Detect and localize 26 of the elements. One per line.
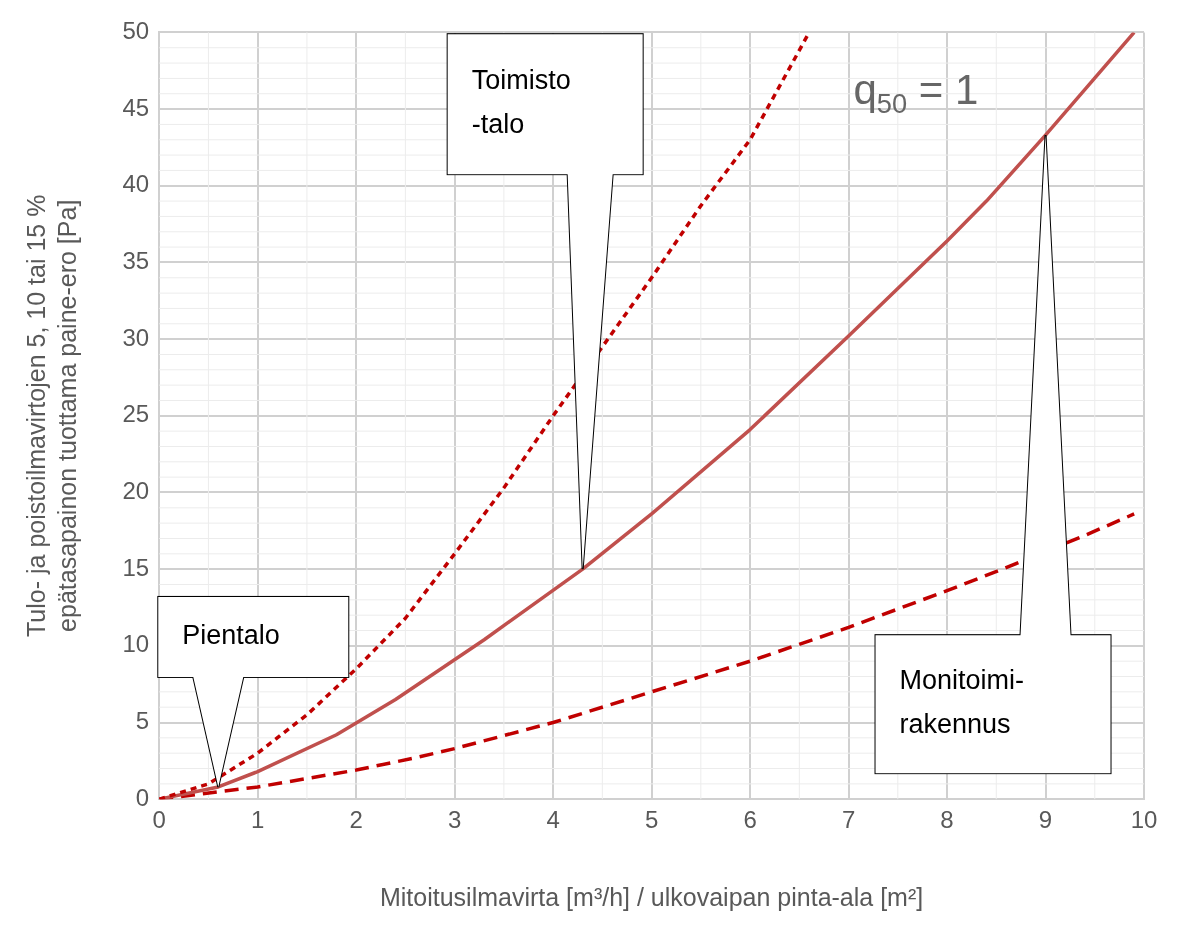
x-tick-label: 7 (841, 806, 856, 834)
y-tick-label: 25 (122, 400, 150, 428)
x-tick-label: 1 (251, 806, 265, 834)
y-tick-label: 35 (122, 247, 150, 275)
y-tick-label: 50 (122, 17, 150, 45)
x-tick-label: 9 (1038, 806, 1053, 834)
x-tick-label: 5 (644, 806, 659, 834)
x-axis-title: Mitoitusilmavirta [m³/h] / ulkovaipan pinta-ala [m²] (379, 882, 924, 911)
x-tick-label: 2 (349, 806, 363, 834)
x-tick-label: 10 (1130, 806, 1158, 834)
annotation: Monitoimi- rakennus (899, 665, 1025, 740)
y-tick-label: 0 (135, 783, 150, 811)
y-tick-label: 10 (122, 630, 150, 658)
y-tick-label: 30 (122, 323, 150, 351)
y-tick-label: 5 (135, 707, 150, 735)
x-tick-label: 6 (743, 806, 757, 834)
x-tick-label: 8 (940, 806, 954, 834)
annotation: Pientalo (182, 620, 280, 651)
annotation: Toimisto -talo (471, 65, 571, 140)
x-tick-label: 4 (546, 806, 560, 834)
y-tick-label: 15 (122, 553, 150, 581)
y-tick-label: 40 (122, 170, 150, 198)
x-tick-label: 3 (447, 806, 462, 834)
y-axis-title: Tulo- ja poistoilmavirtojen 5, 10 tai 15 % epätasapainon tuottama paine-ero [Pa] (21, 194, 81, 637)
y-tick-label: 20 (122, 477, 150, 505)
y-tick-label: 45 (122, 93, 150, 121)
